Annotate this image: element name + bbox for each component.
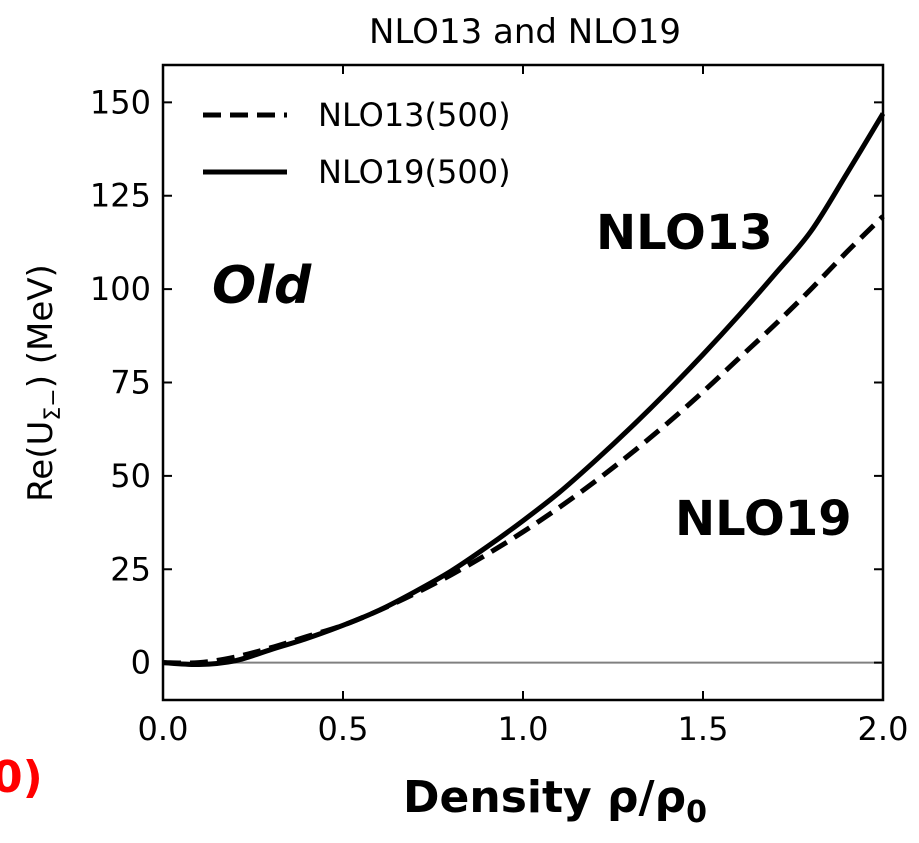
y-tick-label: 0 <box>131 644 151 682</box>
svg-text:Re(UΣ−) (MeV): Re(UΣ−) (MeV) <box>21 264 66 502</box>
y-axis-label-main: Re(U <box>21 421 61 502</box>
y-axis-label-tail: ) (MeV) <box>21 264 61 388</box>
x-tick-label: 1.0 <box>498 710 549 748</box>
x-axis-label-main: Density ρ/ρ <box>403 772 686 823</box>
x-axis-label-sub: 0 <box>686 795 707 830</box>
y-tick-label: 150 <box>90 83 151 121</box>
legend-label-nlo19: NLO19(500) <box>318 153 511 191</box>
y-tick-label: 100 <box>90 270 151 308</box>
y-axis-label: Re(UΣ−) (MeV) <box>21 264 66 502</box>
y-tick-label: 125 <box>90 177 151 215</box>
y-tick-label: 50 <box>110 457 151 495</box>
y-tick-label: 75 <box>110 364 151 402</box>
x-axis-label: Density ρ/ρ0 <box>403 772 707 830</box>
x-tick-label: 1.5 <box>678 710 729 748</box>
series-line-nlo19-500 <box>162 112 886 668</box>
y-tick-label: 25 <box>110 550 151 588</box>
annotation-nlo13: NLO13 <box>596 205 773 261</box>
plot-area: 0.0 0.5 1.0 1.5 2.0 0 25 50 75 100 125 150 <box>90 63 909 748</box>
annotation-nlo19: NLO19 <box>675 491 852 547</box>
y-axis-label-sub: Σ− <box>41 388 66 420</box>
annotation-red-cut: 0) <box>0 752 43 803</box>
annotation-old: Old <box>212 256 312 316</box>
x-tick-label: 2.0 <box>858 710 909 748</box>
chart-title: NLO13 and NLO19 <box>369 12 681 52</box>
legend-label-nlo13: NLO13(500) <box>318 96 511 134</box>
x-tick-label: 0.5 <box>318 710 369 748</box>
plot-frame <box>161 63 885 702</box>
legend: NLO13(500) NLO19(500) <box>203 96 511 191</box>
x-tick-label: 0.0 <box>138 710 189 748</box>
